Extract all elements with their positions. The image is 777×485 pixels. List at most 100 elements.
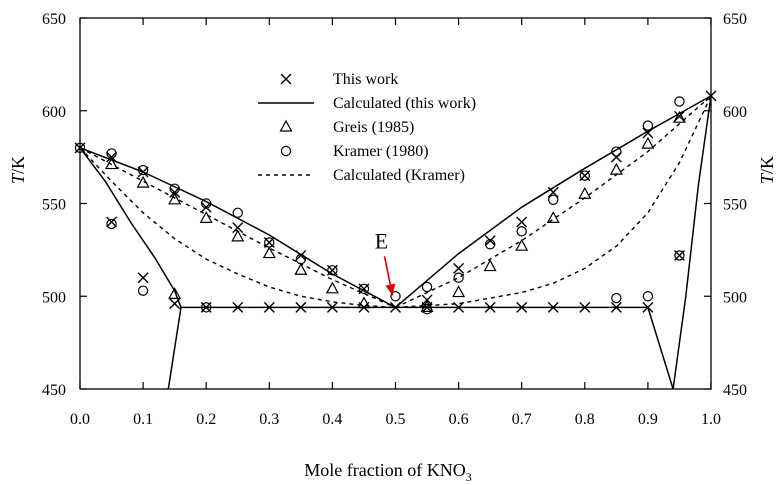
kramer-point xyxy=(169,183,180,194)
kramer-point xyxy=(674,250,685,261)
this-work-point xyxy=(295,249,307,261)
this-work-point-stroke xyxy=(326,301,338,313)
this-work-point-stroke xyxy=(106,151,118,163)
y-axis-title-left-italic: T xyxy=(8,172,28,184)
y-axis-title-right-unit: /K xyxy=(757,156,777,174)
kramer-point xyxy=(106,148,117,159)
this-work-point-stroke xyxy=(673,110,685,122)
this-work-point xyxy=(610,301,622,313)
x-axis-title-subscript: 3 xyxy=(466,470,472,484)
y-tick-label-right: 600 xyxy=(723,104,747,121)
legend-entry: Calculated (Kramer) xyxy=(258,167,465,184)
legend-label: Calculated (this work) xyxy=(333,95,476,112)
this-work-point-stroke xyxy=(169,186,181,198)
y-tick-label-left: 600 xyxy=(42,104,66,121)
this-work-point xyxy=(547,301,559,313)
y-tick-label-right: 650 xyxy=(723,11,747,28)
legend-entry: Kramer (1980) xyxy=(280,143,429,160)
kramer-point xyxy=(358,283,370,295)
greis-point xyxy=(199,211,213,223)
greis-point xyxy=(105,157,119,170)
this-work-point xyxy=(579,301,591,313)
legend: This work Calculated (this work) Greis (19… xyxy=(258,71,476,184)
legend-swatch xyxy=(279,119,293,132)
y-axis-title-right: T/K xyxy=(757,156,777,184)
kramer-point xyxy=(200,198,212,209)
this-work-calculated-curve xyxy=(79,147,396,309)
greis-point xyxy=(609,162,623,175)
this-work-point xyxy=(106,151,118,163)
eutectic-label: E xyxy=(375,228,388,253)
greis-point xyxy=(357,296,371,309)
annotations: E xyxy=(375,228,396,296)
x-tick-label: 0.2 xyxy=(196,411,216,428)
kramer-point xyxy=(200,302,212,313)
calculated-curves xyxy=(79,95,712,390)
x-tick-label: 0.0 xyxy=(70,411,90,428)
kramer-point xyxy=(421,304,433,315)
this-work-point-stroke xyxy=(547,186,559,198)
this-work-point-stroke xyxy=(263,301,275,313)
kramer-point xyxy=(642,291,654,302)
y-tick-label-left: 650 xyxy=(42,11,66,28)
kramer-point xyxy=(327,265,338,276)
this-work-point xyxy=(390,301,401,313)
greis-point xyxy=(168,287,182,299)
this-work-point-stroke xyxy=(516,216,528,228)
data-points xyxy=(74,90,717,315)
this-work-point-stroke xyxy=(200,201,212,213)
this-work-point xyxy=(421,294,433,306)
greis-point xyxy=(325,281,339,294)
kramer-point xyxy=(453,272,464,283)
x-tick-label: 0.9 xyxy=(638,411,658,428)
legend-entry: Calculated (this work) xyxy=(258,95,476,112)
this-work-point xyxy=(169,186,181,198)
kramer-point xyxy=(674,96,685,107)
legend-entry: This work xyxy=(280,71,398,88)
greis-point xyxy=(546,211,560,223)
this-work-calculated-curve xyxy=(672,95,712,390)
legend-label: Kramer (1980) xyxy=(333,143,429,160)
kramer-point xyxy=(421,281,433,293)
legend-label: This work xyxy=(333,71,398,88)
kramer-point xyxy=(579,170,591,181)
y-tick-label-left: 550 xyxy=(42,197,66,214)
this-work-point xyxy=(673,110,685,122)
greis-point xyxy=(420,300,434,312)
kramer-point xyxy=(74,142,86,154)
this-work-point xyxy=(547,186,559,198)
this-work-point xyxy=(484,235,496,247)
kramer-point xyxy=(137,164,149,176)
this-work-point-stroke xyxy=(295,249,307,261)
this-work-point-stroke xyxy=(295,301,307,313)
kramer-point xyxy=(264,237,275,248)
greis-point xyxy=(168,192,182,205)
this-work-point xyxy=(200,201,212,213)
greis-point xyxy=(483,259,497,272)
y-axis-title-left-unit: /K xyxy=(8,156,28,174)
greis-point xyxy=(231,229,245,242)
x-axis-title: Mole fraction of KNO3 xyxy=(304,460,471,484)
this-work-point-stroke xyxy=(642,127,654,139)
this-work-point-stroke xyxy=(390,301,401,313)
legend-swatch xyxy=(280,145,292,157)
kramer-point xyxy=(548,194,559,205)
x-tick-label: 0.7 xyxy=(512,411,532,428)
this-work-point xyxy=(484,301,496,313)
this-work-point xyxy=(453,262,465,274)
legend-swatch-stroke xyxy=(280,73,292,85)
this-work-point-stroke xyxy=(453,262,465,274)
this-work-point xyxy=(232,301,244,313)
legend-label: Greis (1985) xyxy=(333,119,414,136)
this-work-point-stroke xyxy=(232,301,244,313)
this-work-point xyxy=(705,90,717,102)
kramer-calculated-curve xyxy=(79,147,396,309)
this-work-point xyxy=(295,301,307,313)
eutectic-arrow-head xyxy=(385,283,396,296)
this-work-point xyxy=(232,222,244,234)
this-work-point-stroke xyxy=(610,151,622,163)
x-tick-label: 0.8 xyxy=(575,411,595,428)
x-tick-label: 0.5 xyxy=(386,411,406,428)
kramer-point xyxy=(611,146,622,157)
